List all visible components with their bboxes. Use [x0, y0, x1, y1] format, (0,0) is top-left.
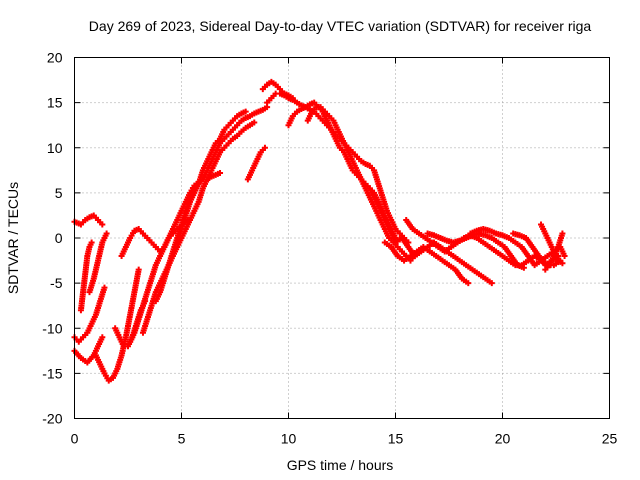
- series-arc-22: [424, 230, 527, 271]
- plot-frame: [74, 57, 610, 419]
- series-arc-5: [86, 230, 110, 296]
- data-point: [103, 230, 110, 237]
- x-axis-label: GPS time / hours: [287, 457, 394, 473]
- series-arc-12: [174, 108, 249, 246]
- series-arc-18: [366, 185, 399, 246]
- y-tick-label: 15: [47, 95, 63, 111]
- series-arc-1: [71, 212, 106, 228]
- x-tick-label: 5: [178, 431, 186, 447]
- y-tick-label: 0: [55, 230, 63, 246]
- data-point: [465, 280, 472, 287]
- y-tick-label: 20: [47, 50, 63, 66]
- series-arc-13: [244, 144, 268, 183]
- data-points: [71, 78, 568, 384]
- series-arc-26: [542, 230, 566, 273]
- y-tick-label: 10: [47, 140, 63, 156]
- series-arc-17: [304, 104, 418, 264]
- series-arc-11: [152, 104, 271, 305]
- data-point: [559, 260, 566, 267]
- x-tick-label: 10: [281, 431, 297, 447]
- axis-ticks: 0 5 10 15 20 25 -20 -15 -10 -5 0 5 10 15 20: [42, 50, 617, 447]
- data-point: [88, 239, 95, 246]
- data-point: [559, 230, 566, 237]
- y-tick-label: 5: [55, 185, 63, 201]
- series-arc-23: [467, 225, 568, 269]
- data-point: [261, 144, 268, 151]
- data-point: [561, 253, 568, 260]
- data-point: [242, 108, 249, 115]
- chart-title: Day 269 of 2023, Sidereal Day-to-day VTE…: [89, 18, 592, 34]
- series-arc-10: [139, 119, 258, 336]
- series-arc-6: [92, 266, 142, 384]
- data-point: [520, 264, 527, 271]
- y-tick-label: -15: [42, 365, 62, 381]
- y-tick-label: -20: [42, 411, 62, 427]
- data-point: [135, 266, 142, 273]
- series-arc-4: [77, 239, 95, 314]
- data-point: [251, 119, 258, 126]
- x-tick-label: 20: [495, 431, 511, 447]
- data-point: [488, 280, 495, 287]
- data-point: [217, 170, 224, 177]
- grid-lines: [74, 57, 610, 419]
- data-point: [99, 334, 106, 341]
- series-arc-9: [127, 170, 224, 345]
- y-axis-label: SDTVAR / TECUs: [5, 182, 21, 294]
- x-tick-label: 15: [388, 431, 404, 447]
- x-tick-label: 25: [602, 431, 618, 447]
- y-tick-label: -5: [50, 275, 63, 291]
- y-tick-label: -10: [42, 320, 62, 336]
- data-point: [99, 221, 106, 228]
- x-tick-label: 0: [71, 431, 79, 447]
- data-point: [101, 284, 108, 291]
